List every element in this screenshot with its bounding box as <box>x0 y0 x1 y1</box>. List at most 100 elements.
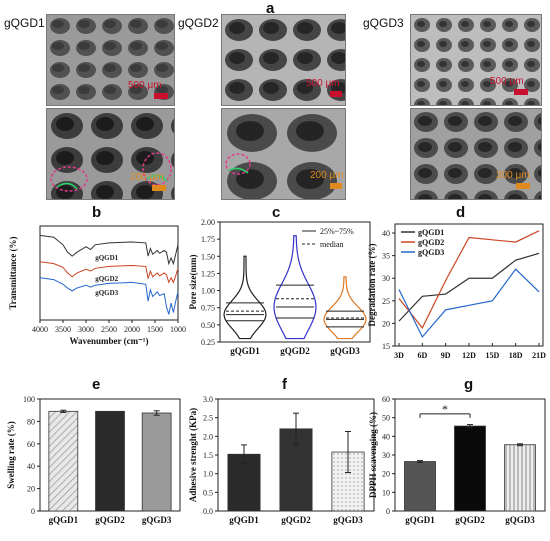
sem-label-gqgd3: gQGD3 <box>363 16 404 30</box>
x-axis-label-b: Wavenumber (cm⁻¹) <box>69 336 148 346</box>
y-axis-label-f: Adhesive strenght (KPa) <box>188 408 198 502</box>
x-tick-label-c-2: gQGD3 <box>330 346 360 356</box>
plot-frame-c <box>219 221 371 343</box>
sem-image-gqgd1-top <box>46 14 175 106</box>
x-tick-label-d-2: 9D <box>441 351 451 360</box>
scale-label-gqgd1-top: 500 μm <box>128 80 162 91</box>
panel-letter-f: f <box>282 376 287 393</box>
y-tick-label-f-1: 0.5 <box>203 488 213 497</box>
x-tick-label-d-1: 6D <box>417 351 427 360</box>
legend-c-label-0: 25%~75% <box>320 227 354 236</box>
y-tick-label-e-1: 20 <box>27 485 35 494</box>
y-tick-label-c-5: 1.50 <box>201 252 215 261</box>
scale-bar-gqgd2-top <box>330 91 342 97</box>
y-tick-label-e-5: 100 <box>23 395 35 404</box>
x-tick-label-b-2: 3000 <box>78 325 94 334</box>
y-axis-label-g: DPPH scavenging (%) <box>368 412 378 498</box>
y-tick-label-c-1: 0.50 <box>201 321 215 330</box>
y-axis-label-e: Swelling rate (%) <box>6 421 16 489</box>
x-tick-label-e-1: gQGD2 <box>95 515 125 525</box>
y-tick-label-g-5: 50 <box>382 414 390 423</box>
panel-letter-a: a <box>266 0 275 17</box>
y-axis-label-c: Pore size(mm) <box>188 254 198 309</box>
series-label-b-1: gQGD2 <box>95 275 118 283</box>
x-tick-label-b-5: 1500 <box>147 325 163 334</box>
series-line-b-2 <box>39 277 179 315</box>
x-tick-label-f-2: gQGD3 <box>333 515 363 525</box>
y-tick-label-g-3: 30 <box>382 451 390 460</box>
sem-label-gqgd2: gQGD2 <box>178 16 219 30</box>
x-tick-label-e-2: gQGD3 <box>142 515 172 525</box>
scale-label-gqgd2-bottom: 200 μm <box>310 170 344 181</box>
scale-label-gqgd2-top: 500 μm <box>306 78 340 89</box>
y-tick-label-e-3: 60 <box>27 440 35 449</box>
y-tick-label-f-2: 1.0 <box>203 470 213 479</box>
y-tick-label-g-2: 20 <box>382 470 390 479</box>
y-tick-label-d-1: 20 <box>382 319 390 328</box>
legend-d-label-2: gQGD3 <box>418 248 444 257</box>
y-tick-label-f-4: 2.0 <box>203 432 213 441</box>
series-line-d-1 <box>398 230 540 330</box>
y-tick-label-e-2: 40 <box>27 462 35 471</box>
series-line-b-0 <box>39 234 179 266</box>
violin-1 <box>273 235 317 340</box>
y-tick-label-d-5: 40 <box>382 229 390 238</box>
scale-bar-gqgd3-top <box>514 89 528 95</box>
y-tick-label-f-5: 2.5 <box>203 414 213 423</box>
y-tick-label-c-6: 1.75 <box>201 235 215 244</box>
x-tick-label-f-1: gQGD2 <box>281 515 311 525</box>
y-axis-label-b: Transmittance (%) <box>8 236 18 309</box>
x-tick-label-c-1: gQGD2 <box>280 346 310 356</box>
bar-e-2 <box>141 412 172 512</box>
y-tick-label-f-3: 1.5 <box>203 451 213 460</box>
bar-e-0 <box>48 410 79 512</box>
panel-letter-g: g <box>464 376 474 393</box>
y-tick-label-f-6: 3.0 <box>203 395 213 404</box>
y-tick-label-g-4: 40 <box>382 432 390 441</box>
y-tick-label-f-0: 0.0 <box>203 507 213 516</box>
x-tick-label-b-4: 2000 <box>124 325 140 334</box>
panel-letter-c: c <box>272 204 281 221</box>
series-line-d-0 <box>398 252 540 322</box>
bar-e-1 <box>95 410 125 512</box>
scale-bar-gqgd1-top <box>154 93 168 99</box>
y-tick-label-d-3: 30 <box>382 274 390 283</box>
violin-0 <box>223 255 267 340</box>
bar-g-2 <box>504 444 536 512</box>
y-tick-label-e-0: 0 <box>31 507 35 516</box>
y-tick-label-g-0: 0 <box>386 507 390 516</box>
y-tick-label-g-1: 10 <box>382 488 390 497</box>
sem-image-gqgd2-bottom <box>221 108 346 200</box>
y-tick-label-c-4: 1.25 <box>201 269 215 278</box>
x-tick-label-d-3: 12D <box>462 351 476 360</box>
significance-star: * <box>442 402 448 416</box>
panel-letter-d: d <box>456 204 466 221</box>
x-tick-label-b-1: 3500 <box>55 325 71 334</box>
scale-label-gqgd1-bottom: 200 μm <box>130 172 164 183</box>
sem-label-gqgd1: gQGD1 <box>4 16 45 30</box>
y-axis-label-d: Degradation rate (%) <box>367 244 377 327</box>
scale-bar-gqgd1-bottom <box>152 185 166 191</box>
x-tick-label-b-6: 1000 <box>170 325 186 334</box>
series-label-b-2: gQGD3 <box>95 289 118 297</box>
scale-bar-gqgd2-bottom <box>330 183 342 189</box>
series-label-b-0: gQGD1 <box>95 254 118 262</box>
series-line-b-1 <box>39 261 179 284</box>
x-tick-label-d-6: 21D <box>532 351 546 360</box>
scale-label-gqgd3-top: 500 μm <box>490 76 524 87</box>
y-tick-label-e-4: 80 <box>27 417 35 426</box>
y-tick-label-d-2: 25 <box>382 297 390 306</box>
x-tick-label-c-0: gQGD1 <box>230 346 260 356</box>
legend-d-label-1: gQGD2 <box>418 238 444 247</box>
violin-2 <box>323 276 367 340</box>
bar-g-1 <box>454 425 486 512</box>
y-tick-label-g-6: 60 <box>382 395 390 404</box>
y-tick-label-c-7: 2.00 <box>201 218 215 227</box>
y-tick-label-c-2: 0.75 <box>201 304 215 313</box>
y-tick-label-d-0: 15 <box>382 342 390 351</box>
y-tick-label-c-3: 1.00 <box>201 287 215 296</box>
scale-bar-gqgd3-bottom <box>516 183 530 189</box>
x-tick-label-g-2: gQGD3 <box>505 515 535 525</box>
x-tick-label-e-0: gQGD1 <box>49 515 79 525</box>
